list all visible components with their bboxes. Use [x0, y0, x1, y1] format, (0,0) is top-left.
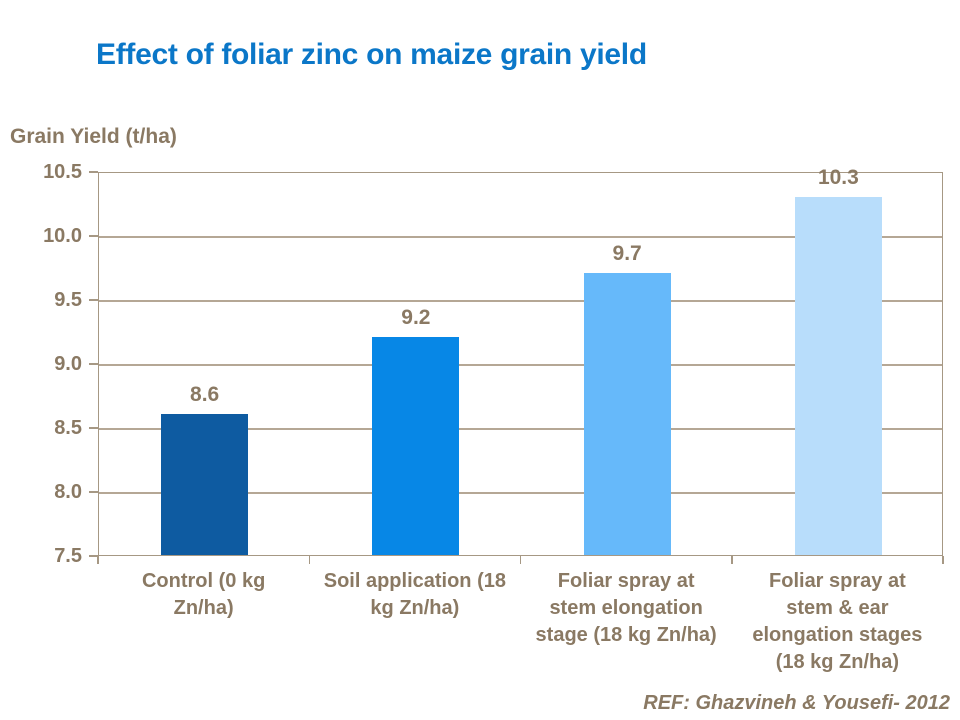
- y-tick-mark: [89, 427, 98, 429]
- y-tick-label: 10.5: [43, 161, 82, 183]
- gridline: [99, 428, 942, 430]
- y-tick-mark: [89, 171, 98, 173]
- y-tick-mark: [89, 235, 98, 237]
- x-tick-mark: [97, 556, 99, 564]
- gridline: [99, 236, 942, 238]
- chart-title: Effect of foliar zinc on maize grain yie…: [96, 38, 647, 71]
- bar: [161, 414, 249, 555]
- gridline: [99, 300, 942, 302]
- x-category-label: Soil application (18 kg Zn/ha): [323, 570, 506, 619]
- x-tick-mark: [308, 556, 310, 564]
- y-tick-label: 8.5: [54, 417, 82, 439]
- bar: [583, 273, 671, 555]
- y-tick-label: 9.0: [54, 353, 82, 375]
- y-tick-mark: [89, 363, 98, 365]
- bar-value-label: 9.2: [401, 306, 431, 330]
- x-category-label: Foliar spray at stem elongation stage (1…: [535, 570, 717, 646]
- gridline: [99, 492, 942, 494]
- bar-value-label: 10.3: [817, 165, 859, 189]
- bar: [794, 196, 882, 555]
- plot-area: 8.6 9.2 9.7 10.3: [98, 166, 943, 556]
- x-category-label: Control (0 kg Zn/ha): [141, 570, 266, 619]
- gridline: [99, 364, 942, 366]
- y-tick-label: 7.5: [54, 545, 82, 567]
- bar: [372, 337, 460, 555]
- x-category-label: Foliar spray at stem & ear elongation st…: [752, 570, 923, 673]
- y-axis-title: Grain Yield (t/ha): [10, 125, 177, 148]
- y-tick-label: 9.5: [54, 289, 82, 311]
- x-tick-mark: [519, 556, 522, 564]
- x-tick-mark: [731, 556, 733, 564]
- y-tick-mark: [89, 299, 98, 301]
- y-tick-mark: [89, 491, 98, 493]
- bar-value-label: 9.7: [612, 242, 642, 266]
- x-tick-mark: [942, 556, 944, 564]
- y-tick-label: 8.0: [54, 481, 82, 503]
- y-tick-mark: [89, 555, 98, 557]
- reference-text: REF: Ghazvineh & Yousefi- 2012: [643, 692, 950, 714]
- bar-value-label: 8.6: [190, 383, 220, 407]
- y-tick-label: 10.0: [43, 225, 82, 247]
